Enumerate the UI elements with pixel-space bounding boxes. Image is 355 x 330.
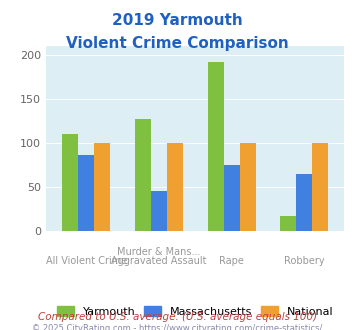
Text: Murder & Mans...: Murder & Mans... bbox=[117, 247, 201, 257]
Bar bbox=[208, 62, 224, 231]
Bar bbox=[296, 174, 312, 231]
Bar bbox=[167, 143, 183, 231]
Bar bbox=[78, 155, 94, 231]
Text: Compared to U.S. average. (U.S. average equals 100): Compared to U.S. average. (U.S. average … bbox=[38, 312, 317, 322]
Text: Robbery: Robbery bbox=[284, 256, 325, 266]
Legend: Yarmouth, Massachusetts, National: Yarmouth, Massachusetts, National bbox=[53, 302, 338, 321]
Bar bbox=[151, 190, 167, 231]
Bar bbox=[312, 143, 328, 231]
Text: Aggravated Assault: Aggravated Assault bbox=[111, 256, 207, 266]
Bar bbox=[62, 134, 78, 231]
Bar bbox=[224, 165, 240, 231]
Text: © 2025 CityRating.com - https://www.cityrating.com/crime-statistics/: © 2025 CityRating.com - https://www.city… bbox=[32, 324, 323, 330]
Bar bbox=[94, 143, 110, 231]
Text: 2019 Yarmouth: 2019 Yarmouth bbox=[112, 13, 243, 28]
Bar bbox=[135, 119, 151, 231]
Text: All Violent Crime: All Violent Crime bbox=[45, 256, 127, 266]
Bar bbox=[240, 143, 256, 231]
Text: Rape: Rape bbox=[219, 256, 244, 266]
Bar bbox=[280, 216, 296, 231]
Text: Violent Crime Comparison: Violent Crime Comparison bbox=[66, 36, 289, 51]
